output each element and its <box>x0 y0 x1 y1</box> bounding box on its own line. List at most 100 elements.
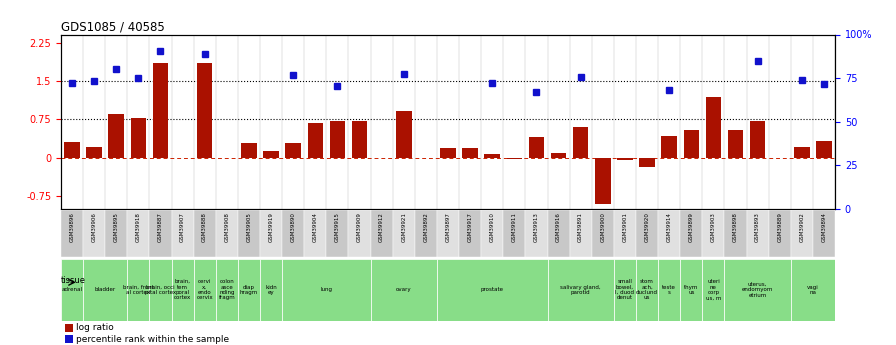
Text: GSM39921: GSM39921 <box>401 212 406 242</box>
Bar <box>150 259 171 321</box>
Bar <box>437 210 459 257</box>
Text: GSM39907: GSM39907 <box>180 212 185 242</box>
Text: GSM39901: GSM39901 <box>623 212 627 242</box>
Bar <box>127 210 150 257</box>
Text: GSM39906: GSM39906 <box>91 212 97 242</box>
Text: prostate: prostate <box>481 287 504 292</box>
Text: GSM39887: GSM39887 <box>158 212 163 242</box>
Bar <box>529 137 544 158</box>
Bar <box>286 144 301 158</box>
Bar <box>661 136 676 158</box>
Text: GSM39912: GSM39912 <box>379 212 384 242</box>
Text: vagi
na: vagi na <box>807 285 819 295</box>
Text: thym
us: thym us <box>685 285 699 295</box>
Bar <box>108 115 124 158</box>
Bar <box>813 210 835 257</box>
Text: GSM39908: GSM39908 <box>224 212 229 242</box>
Text: GSM39890: GSM39890 <box>290 212 296 242</box>
Text: uteri
ne
corp
us, m: uteri ne corp us, m <box>706 279 721 300</box>
Bar <box>725 210 746 257</box>
Text: GSM39898: GSM39898 <box>733 212 738 242</box>
Bar <box>595 158 610 204</box>
Text: GSM39896: GSM39896 <box>70 212 74 242</box>
Text: GSM39889: GSM39889 <box>777 212 782 242</box>
Bar <box>197 63 212 158</box>
Text: small
bowel,
I, duod
denut: small bowel, I, duod denut <box>616 279 634 300</box>
Text: GSM39918: GSM39918 <box>136 212 141 242</box>
Bar <box>83 259 127 321</box>
Text: GSM39917: GSM39917 <box>468 212 472 242</box>
Bar <box>573 127 589 158</box>
Text: adrenal: adrenal <box>62 287 82 292</box>
Text: brain, front
al cortex: brain, front al cortex <box>123 285 154 295</box>
Bar <box>794 147 810 158</box>
Text: diap
hragm: diap hragm <box>240 285 258 295</box>
Bar <box>504 210 525 257</box>
Text: GDS1085 / 40585: GDS1085 / 40585 <box>61 20 165 33</box>
Bar <box>241 144 256 158</box>
Text: percentile rank within the sample: percentile rank within the sample <box>76 335 229 344</box>
Bar <box>392 210 415 257</box>
Bar <box>260 259 282 321</box>
Bar <box>485 154 500 158</box>
Bar <box>282 259 371 321</box>
Text: GSM39911: GSM39911 <box>512 212 517 242</box>
Bar <box>640 158 655 167</box>
Text: ovary: ovary <box>396 287 411 292</box>
Text: GSM39910: GSM39910 <box>490 212 495 242</box>
Text: GSM39891: GSM39891 <box>578 212 583 242</box>
Bar <box>61 210 83 257</box>
Bar <box>706 97 721 158</box>
Bar <box>728 130 744 158</box>
Bar <box>746 210 769 257</box>
Bar <box>396 111 411 158</box>
Bar <box>131 118 146 158</box>
Text: uterus,
endomyom
etrium: uterus, endomyom etrium <box>742 282 773 298</box>
Bar <box>194 210 216 257</box>
Bar <box>371 210 392 257</box>
Text: colon
asce
nding
fragm: colon asce nding fragm <box>219 279 235 300</box>
Bar <box>702 259 725 321</box>
Bar <box>680 210 702 257</box>
Bar <box>437 259 547 321</box>
Bar <box>65 335 73 343</box>
Bar <box>352 120 367 158</box>
Text: salivary gland,
parotid: salivary gland, parotid <box>560 285 601 295</box>
Bar <box>702 210 725 257</box>
Text: GSM39913: GSM39913 <box>534 212 539 242</box>
Bar <box>614 259 636 321</box>
Text: brain, occi
pital cortex: brain, occi pital cortex <box>145 285 176 295</box>
Text: GSM39915: GSM39915 <box>335 212 340 242</box>
Bar <box>547 210 570 257</box>
Bar <box>330 120 345 158</box>
Text: GSM39914: GSM39914 <box>667 212 672 242</box>
Bar <box>617 158 633 160</box>
Bar <box>791 210 813 257</box>
Bar <box>216 210 237 257</box>
Bar <box>326 210 349 257</box>
Text: GSM39900: GSM39900 <box>600 212 606 242</box>
Text: log ratio: log ratio <box>76 323 114 332</box>
Text: GSM39919: GSM39919 <box>269 212 273 242</box>
Bar <box>349 210 371 257</box>
Bar <box>127 259 150 321</box>
Bar <box>816 141 831 158</box>
Text: GSM39909: GSM39909 <box>357 212 362 242</box>
Bar <box>415 210 437 257</box>
Bar <box>305 210 326 257</box>
Bar <box>371 259 437 321</box>
Bar <box>750 121 765 158</box>
Bar <box>194 259 216 321</box>
Bar <box>462 148 478 158</box>
Bar <box>551 152 566 158</box>
Bar <box>260 210 282 257</box>
Bar <box>150 210 171 257</box>
Bar <box>105 210 127 257</box>
Text: teste
s: teste s <box>662 285 676 295</box>
Bar <box>525 210 547 257</box>
Bar <box>659 210 680 257</box>
Bar <box>83 210 105 257</box>
Bar <box>216 259 237 321</box>
Bar <box>570 210 591 257</box>
Bar <box>547 259 614 321</box>
